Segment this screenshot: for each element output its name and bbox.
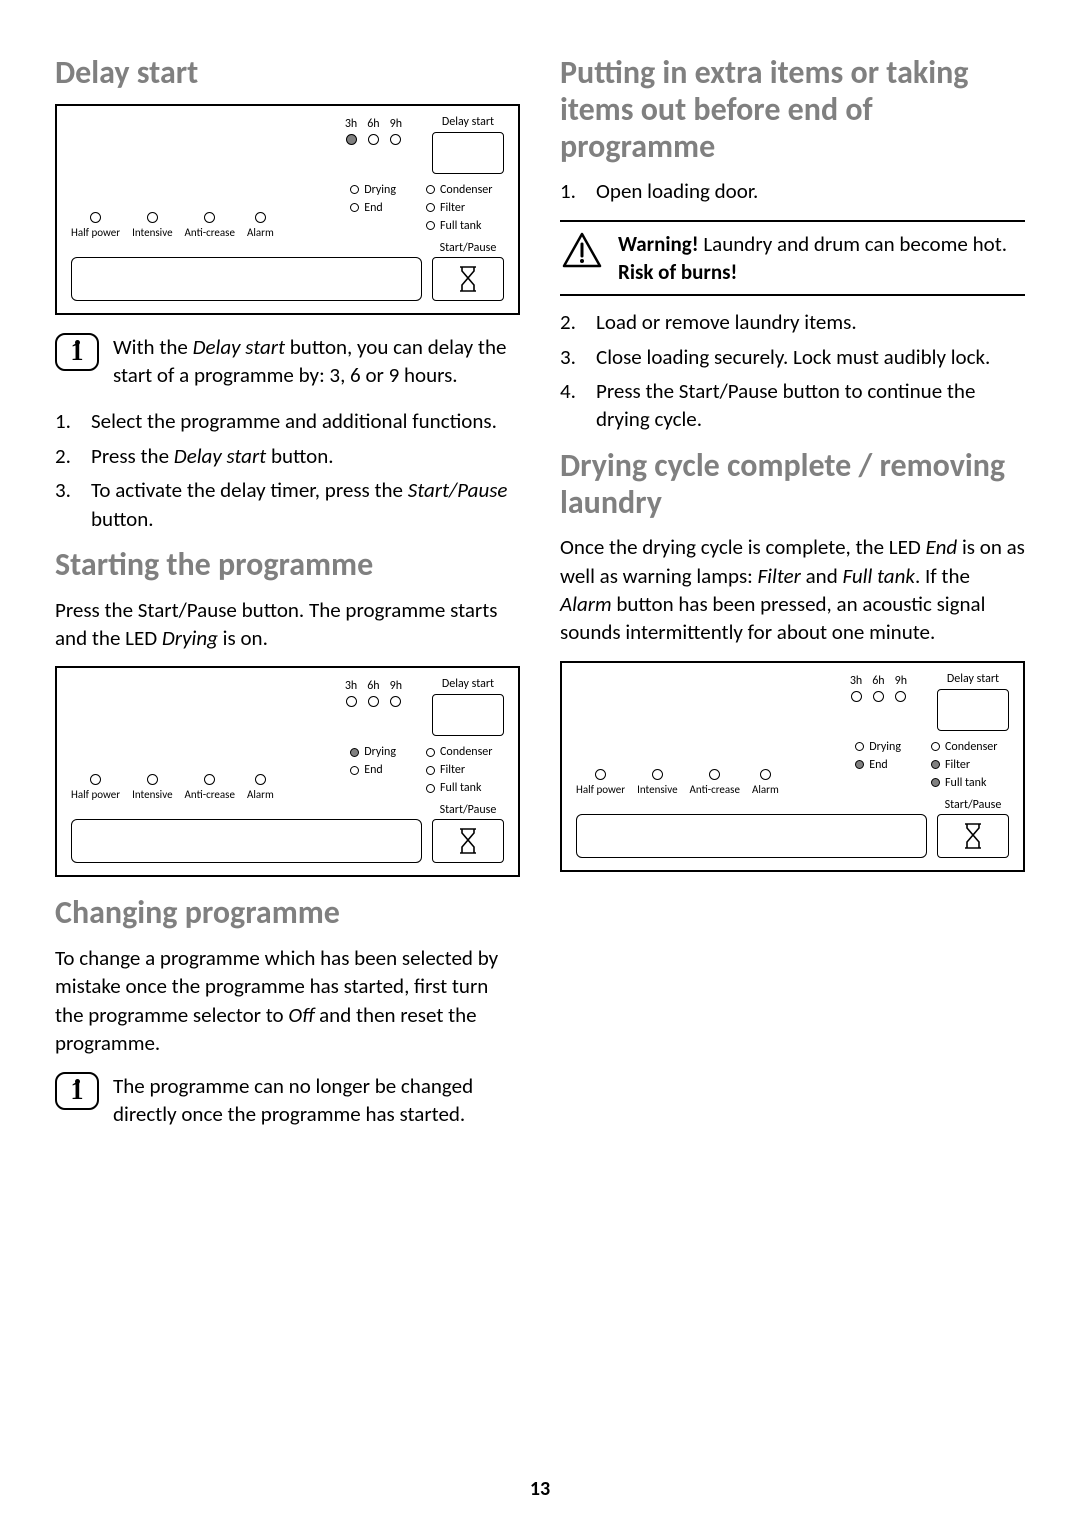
extra-items-steps: 2.Load or remove laundry items. 3.Close …: [560, 308, 1025, 433]
text-cycle-complete: Once the drying cycle is complete, the L…: [560, 533, 1025, 646]
warning-text: Warning! Laundry and drum can become hot…: [618, 230, 1025, 287]
info-icon: 1: [55, 1072, 99, 1110]
note-delay-start: With the Delay start button, you can del…: [113, 333, 520, 390]
heading-extra-items: Putting in extra items or taking items o…: [560, 55, 1025, 165]
heading-delay-start: Delay start: [55, 55, 520, 92]
delay-start-steps: 1.Select the programme and additional fu…: [55, 407, 520, 532]
info-icon: 1: [55, 333, 99, 371]
warning-icon: [560, 230, 604, 270]
control-panel-diagram-2: 3h6h9h Delay start Drying End Condenser …: [55, 666, 520, 877]
note-changing-programme: The programme can no longer be changed d…: [113, 1072, 520, 1129]
heading-cycle-complete: Drying cycle complete / removing laundry: [560, 448, 1025, 522]
heading-starting-programme: Starting the programme: [55, 547, 520, 584]
control-panel-diagram-1: 3h6h9h Delay start Drying End Condenser …: [55, 104, 520, 315]
extra-items-step1: 1.Open loading door.: [560, 177, 1025, 205]
control-panel-diagram-3: 3h6h9h Delay start Drying End Condenser …: [560, 661, 1025, 872]
warning-box: Warning! Laundry and drum can become hot…: [560, 220, 1025, 297]
text-starting-programme: Press the Start/Pause button. The progra…: [55, 596, 520, 653]
heading-changing-programme: Changing programme: [55, 895, 520, 932]
page-number: 13: [0, 1477, 1080, 1501]
text-changing-programme: To change a programme which has been sel…: [55, 944, 520, 1057]
